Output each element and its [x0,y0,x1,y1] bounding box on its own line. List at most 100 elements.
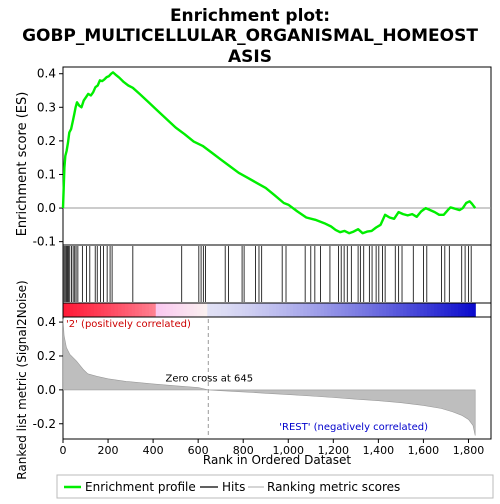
rank-bar-segment [269,303,274,317]
rank-bar-segment [389,303,394,317]
rank-bar-segment [69,303,74,317]
es-y-tick-label: 0.2 [37,134,56,148]
x-axis: 0 200 400 600 800 1,000 1,200 1,400 1,600 1,800 [60,439,485,457]
rank-bar-segment [224,303,229,317]
rank-bar-segment [458,303,463,317]
rank-bar-segment [354,303,360,317]
rank-bar-segment [155,303,160,317]
es-y-axis: -0.1 0.0 0.1 0.2 0.3 0.4 [33,67,63,249]
rank-color-bar [62,302,492,318]
x-tick-label: 1,800 [453,444,485,457]
x-tick-label: 1,000 [273,444,305,457]
rank-bar-segment [275,303,281,317]
rank-bar-segment [135,303,140,317]
x-tick-label: 800 [233,444,254,457]
metric-y-tick-label: -0.2 [33,417,56,431]
rank-bar-segment [471,303,476,317]
rank-bar-segment [403,303,408,317]
rank-bar-segment [379,303,384,317]
legend-frame [56,474,494,499]
rank-bar-segment [83,303,88,317]
hits-panel-frame [62,244,492,304]
chart-title-line-3: ASIS [228,47,272,67]
rank-bar-segment [385,303,390,317]
rank-bar-segment [282,303,287,317]
rank-bar-segment [464,303,469,317]
rank-bar-segment [420,303,425,317]
metric-y-axis-label: Ranked list metric (Signal2Noise) [15,280,29,479]
es-y-axis-label: Enrichment score (ES) [15,92,30,237]
rank-bar-segment [272,303,277,317]
rank-bar-segment [468,303,473,317]
rank-bar-segment [234,303,239,317]
rank-bar-segment [166,303,171,317]
rank-bar-segment [66,303,71,317]
rank-bar-segment [186,303,191,317]
rank-bar-segment [434,303,439,317]
rank-bar-segment [451,303,456,317]
rank-bar-segment [382,303,387,317]
rank-bar-segment [200,303,205,317]
rank-bar-segment [217,303,222,317]
rank-bar-segment [423,303,428,317]
rank-bar-segment [392,303,397,317]
rank-bar-segment [368,303,373,317]
rank-bar-segment [344,303,349,317]
rank-bar-segment [293,303,298,317]
rank-bar-segment [413,303,418,317]
rank-bar-segment [203,303,208,317]
rank-bar-segment [447,303,452,317]
rank-bar-segment [372,303,377,317]
rank-bar-segment [320,303,325,317]
rank-bar-segment [148,303,153,317]
rank-bar-segment [358,303,363,317]
rank-bar-segment [100,303,105,317]
rank-bar-segment [375,303,380,317]
x-tick-label: 200 [98,444,119,457]
rank-bar-segment [63,303,68,317]
rank-bar-segment [396,303,401,317]
rank-bar-segment [114,303,119,317]
rank-bar-segment [97,303,102,317]
es-y-tick-label: 0.4 [37,67,56,81]
rank-bar-segment [196,303,202,317]
legend-enrichment-label: Enrichment profile [85,480,196,494]
rank-bar-segment [104,303,109,317]
rank-bar-segment [73,303,78,317]
rank-bar-segment [310,303,315,317]
rank-bar-segment [121,303,126,317]
enrichment-profile-line [61,71,477,235]
metric-panel-frame [62,316,492,440]
es-y-tick-label: 0.1 [37,167,56,181]
rank-bar-segment [90,303,95,317]
positive-correlation-label: '2' (positively correlated) [66,319,191,330]
rank-bar-segment [241,303,246,317]
rank-bar-segment [207,303,212,317]
chart-title-line-1: Enrichment plot: [170,6,330,26]
rank-bar-segment [176,303,181,317]
rank-bar-segment [324,303,329,317]
rank-bar-segment [399,303,404,317]
rank-bar-segment [221,303,226,317]
rank-bar-segment [128,303,133,317]
rank-bar-segment [334,303,339,317]
x-tick-label: 1,600 [408,444,440,457]
rank-bar-segment [427,303,432,317]
rank-bar-segment [227,303,232,317]
rank-bar-segment [317,303,322,317]
chart-title-line-2: GOBP_MULTICELLULAR_ORGANISMAL_HOMEOST [22,26,478,46]
rank-bar-segment [87,303,92,317]
rank-bar-segment [461,303,466,317]
rank-bar-segment [416,303,421,317]
metric-y-tick-label: 0.4 [37,315,56,329]
rank-bar-segment [258,303,263,317]
rank-bar-segment [251,303,256,317]
rank-bar-segment [440,303,445,317]
hits-marks [63,246,472,302]
rank-bar-segment [190,303,195,317]
rank-bar-segment [152,303,157,317]
rank-bar-segment [265,303,270,317]
rank-bar-segment [296,303,301,317]
rank-bar-segment [80,303,85,317]
